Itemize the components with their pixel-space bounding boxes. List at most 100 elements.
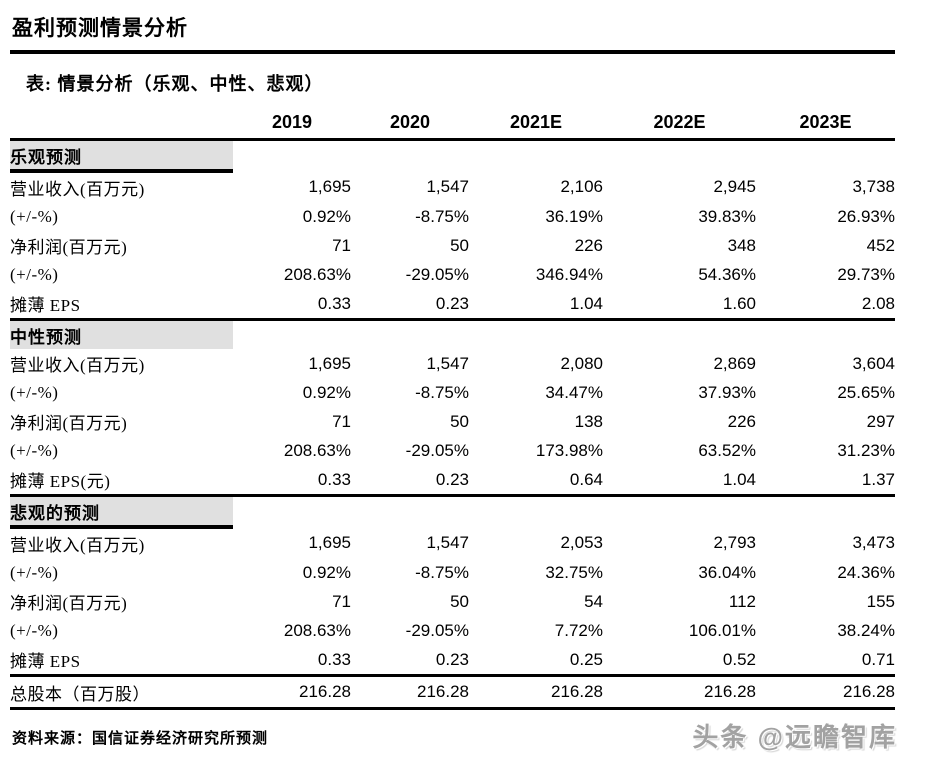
value-cell: 0.92%: [302, 206, 351, 226]
value-cell: 25.65%: [837, 382, 895, 402]
value-cell: 138: [574, 411, 603, 431]
section-fill-cell: [756, 318, 895, 349]
row-label: (+/-%): [10, 620, 59, 640]
value-cell: 208.63%: [283, 440, 351, 460]
footer: 资料来源：国信证券经济研究所预测 头条 @远瞻智库: [10, 710, 897, 754]
value-cell: 0.92%: [302, 382, 351, 402]
value-cell: 0.23: [435, 649, 469, 669]
value-cell: 173.98%: [535, 440, 603, 460]
source-note: 资料来源：国信证券经济研究所预测: [12, 731, 269, 747]
row-label: 摊薄 EPS(元): [10, 472, 111, 491]
table-body: 乐观预测 营业收入(百万元) 1,695 1,547 2,106 2,945 3,738 (+…: [10, 139, 895, 710]
section-fill-cell: [233, 318, 351, 349]
year-header-2023e: 2023E: [756, 106, 895, 141]
value-cell: 1.04: [569, 293, 603, 313]
value-cell: 0.52: [722, 649, 756, 669]
year-header-2021e: 2021E: [469, 106, 603, 141]
table-row: 营业收入(百万元) 1,695 1,547 2,080 2,869 3,604: [10, 349, 895, 378]
year-header-2020: 2020: [351, 106, 469, 141]
value-cell: 208.63%: [283, 620, 351, 640]
value-cell: -8.75%: [415, 562, 469, 582]
value-cell: 26.93%: [837, 206, 895, 226]
section-fill-cell: [603, 318, 756, 349]
value-cell: 3,738: [852, 176, 895, 196]
value-cell: 29.73%: [837, 264, 895, 284]
section-fill-cell: [756, 140, 895, 172]
row-label: 摊薄 EPS: [10, 652, 81, 671]
value-cell: 3,604: [852, 353, 895, 373]
year-header-row: 2019 2020 2021E 2022E 2023E: [10, 106, 895, 141]
value-cell: 112: [728, 591, 756, 611]
scenario-analysis-table: 2019 2020 2021E 2022E 2023E 乐观预测营业收入(百万元…: [10, 106, 895, 710]
section-fill-cell: [603, 140, 756, 172]
value-cell: 24.36%: [837, 562, 895, 582]
value-cell: 38.24%: [837, 620, 895, 640]
row-label: (+/-%): [10, 382, 59, 402]
table-row: 营业收入(百万元) 1,695 1,547 2,106 2,945 3,738: [10, 171, 895, 202]
value-cell: -8.75%: [415, 206, 469, 226]
row-label: 净利润(百万元): [10, 238, 128, 257]
row-label: 摊薄 EPS: [10, 296, 81, 315]
value-cell: 155: [866, 591, 895, 611]
year-header-2019: 2019: [233, 106, 351, 141]
value-cell: 1,547: [426, 176, 469, 196]
section-header-row: 乐观预测: [10, 139, 895, 173]
row-label: (+/-%): [10, 440, 59, 460]
row-label: 营业收入(百万元): [10, 536, 145, 555]
value-cell: 0.92%: [302, 562, 351, 582]
value-cell: 346.94%: [535, 264, 603, 284]
year-header-2022e: 2022E: [603, 106, 756, 141]
value-cell: 71: [332, 591, 351, 611]
section-fill-cell: [756, 494, 895, 527]
section-header-row: 悲观的预测: [10, 494, 895, 529]
value-cell: 63.52%: [698, 440, 756, 460]
table-row: (+/-%) 0.92% -8.75% 32.75% 36.04% 24.36%: [10, 558, 895, 587]
value-cell: 7.72%: [554, 620, 603, 640]
value-cell: 37.93%: [698, 382, 756, 402]
value-cell: 216.28: [756, 674, 895, 710]
section-fill-cell: [469, 140, 603, 172]
section-fill-cell: [469, 318, 603, 349]
value-cell: 216.28: [233, 674, 351, 710]
value-cell: 1,695: [308, 532, 351, 552]
row-label: 总股本（百万股）: [10, 674, 233, 710]
value-cell: 2,945: [713, 176, 756, 196]
value-cell: 0.25: [569, 649, 603, 669]
section-label: 悲观的预测: [10, 494, 233, 529]
value-cell: 1,547: [426, 353, 469, 373]
row-label: 净利润(百万元): [10, 414, 128, 433]
value-cell: 1,547: [426, 532, 469, 552]
value-cell: 208.63%: [283, 264, 351, 284]
section-fill-cell: [351, 140, 469, 172]
table-row: 摊薄 EPS(元) 0.33 0.23 0.64 1.04 1.37: [10, 465, 895, 496]
section-fill-cell: [233, 140, 351, 172]
value-cell: 0.23: [435, 469, 469, 489]
value-cell: 226: [727, 411, 756, 431]
value-cell: 32.75%: [545, 562, 603, 582]
section-label: 乐观预测: [10, 139, 233, 173]
value-cell: 0.64: [569, 469, 603, 489]
row-label: (+/-%): [10, 562, 59, 582]
value-cell: -8.75%: [415, 382, 469, 402]
value-cell: 31.23%: [837, 440, 895, 460]
row-label: (+/-%): [10, 206, 59, 226]
row-label: (+/-%): [10, 264, 59, 284]
section-fill-cell: [351, 494, 469, 527]
row-label: 净利润(百万元): [10, 594, 128, 613]
value-cell: 0.71: [861, 649, 895, 669]
value-cell: 36.04%: [698, 562, 756, 582]
table-row: 摊薄 EPS 0.33 0.23 0.25 0.52 0.71: [10, 645, 895, 676]
table-row: 摊薄 EPS 0.33 0.23 1.04 1.60 2.08: [10, 289, 895, 320]
value-cell: 54: [584, 591, 603, 611]
page-title: 盈利预测情景分析: [10, 10, 895, 54]
value-cell: 3,473: [852, 532, 895, 552]
value-cell: 0.33: [317, 469, 351, 489]
value-cell: 1.04: [722, 469, 756, 489]
value-cell: 34.47%: [545, 382, 603, 402]
total-shares-row: 总股本（百万股） 216.28 216.28 216.28 216.28 216.28: [10, 674, 895, 710]
value-cell: 1,695: [308, 353, 351, 373]
value-cell: 297: [866, 411, 895, 431]
value-cell: 106.01%: [688, 620, 756, 640]
corner-cell: [10, 106, 233, 141]
